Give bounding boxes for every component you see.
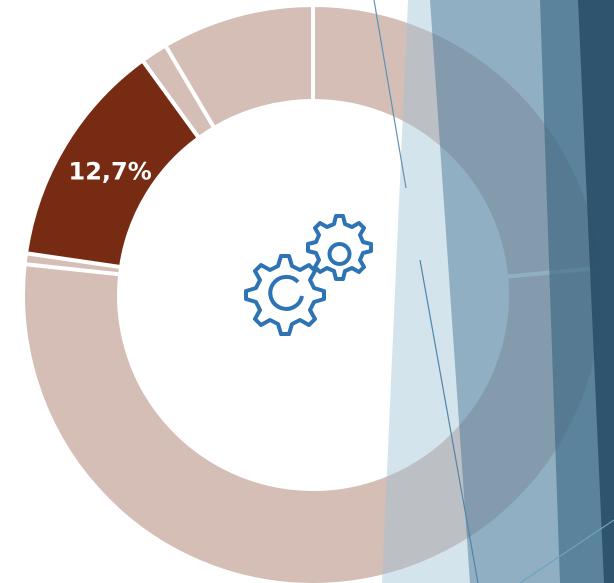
decoration (373, 0, 614, 583)
gear-icon (244, 214, 373, 336)
data-label: 12,7% (69, 157, 152, 185)
deco-line (373, 0, 407, 189)
deco-line (519, 519, 614, 583)
donut-segment (21, 261, 605, 583)
data-labels: 12,7% (69, 157, 152, 185)
deco-line (419, 259, 479, 583)
donut-segment (162, 2, 315, 131)
overlay-darkest (578, 0, 614, 583)
donut (21, 2, 605, 583)
